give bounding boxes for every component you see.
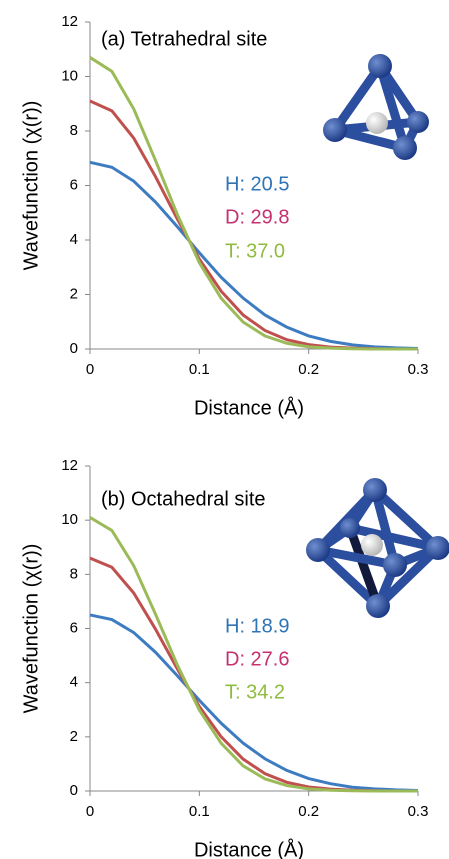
x-tick-label: 0.1 [189,803,210,820]
x-tick-label: 0.2 [298,803,319,820]
chart-title: (b) Octahedral site [101,488,266,510]
chart-title: (a) Tetrahedral site [101,28,267,50]
chart: 0 2 4 6 8 10 12 0 0.1 0.2 0.3 Distance (Å) Wavefunct… [0,0,449,859]
x-tick-label: 0 [86,803,94,820]
y-tick-label: 2 [70,285,78,302]
y-tick-label: 0 [70,340,78,357]
series-label: T: 34.2 [225,681,285,703]
x-tick-label: 0 [86,361,94,378]
y-tick-label: 4 [70,674,78,691]
y-tick-label: 12 [61,13,78,30]
x-tick-label: 0.3 [408,803,429,820]
x-tick-label: 0.2 [298,361,319,378]
x-axis-label: Distance (Å) [194,396,304,419]
y-tick-label: 4 [70,231,78,248]
tetrahedron-icon [323,54,429,160]
y-tick-label: 10 [61,67,78,84]
y-tick-label: 2 [70,728,78,745]
y-axis-label: Wavefunction (χ(r)) [20,101,42,271]
octahedron-icon [306,478,449,618]
series-label: H: 20.5 [225,173,289,195]
y-tick-label: 8 [70,122,78,139]
series-label: T: 37.0 [225,240,285,262]
series-label: H: 18.9 [225,615,289,637]
y-tick-label: 6 [70,176,78,193]
x-tick-label: 0.3 [408,361,429,378]
y-tick-label: 10 [61,511,78,528]
y-tick-label: 6 [70,619,78,636]
y-tick-label: 0 [70,782,78,799]
x-tick-label: 0.1 [189,361,210,378]
series-label: D: 29.8 [225,206,289,228]
y-tick-label: 12 [61,457,78,474]
y-tick-label: 8 [70,565,78,582]
x-axis-label: Distance (Å) [194,838,304,859]
series-label: D: 27.6 [225,648,289,670]
y-axis-label: Wavefunction (χ(r)) [20,544,42,714]
